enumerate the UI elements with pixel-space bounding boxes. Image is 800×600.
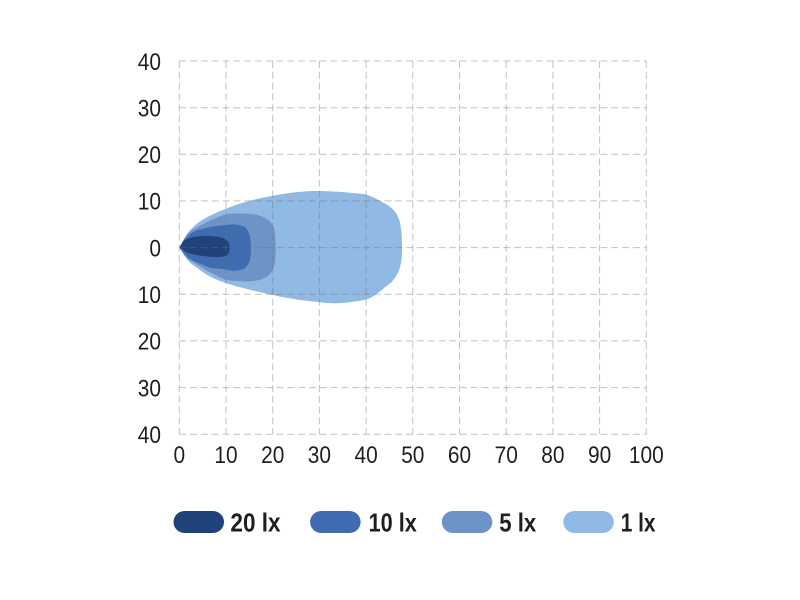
svg-text:100: 100 [629,442,664,469]
svg-text:0: 0 [149,235,161,262]
svg-text:40: 40 [138,48,161,75]
svg-text:10: 10 [138,282,161,309]
svg-text:20: 20 [261,442,284,469]
svg-text:5 lx: 5 lx [499,509,537,538]
svg-text:70: 70 [495,442,518,469]
svg-text:30: 30 [138,375,161,402]
svg-text:50: 50 [401,442,424,469]
svg-text:20: 20 [138,328,161,355]
svg-text:1 lx: 1 lx [621,508,656,536]
svg-text:10: 10 [138,188,161,215]
svg-text:80: 80 [541,442,564,469]
svg-text:10: 10 [214,442,237,469]
svg-text:40: 40 [354,442,377,469]
svg-text:10 lx: 10 lx [369,510,417,538]
svg-text:20 lx: 20 lx [230,509,281,538]
svg-text:90: 90 [588,442,611,469]
svg-text:40: 40 [138,422,161,449]
svg-text:20: 20 [138,142,161,169]
svg-text:60: 60 [448,442,471,469]
svg-text:30: 30 [308,442,331,469]
svg-text:30: 30 [138,95,161,122]
svg-text:0: 0 [173,442,185,469]
